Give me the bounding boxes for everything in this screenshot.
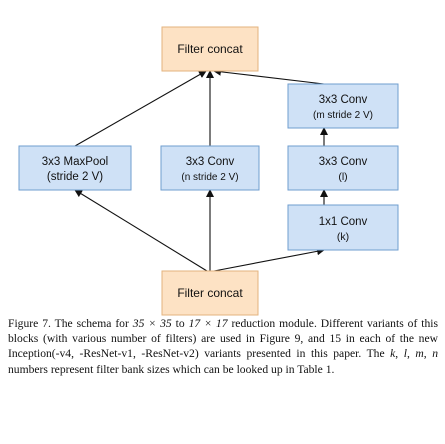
conv-m-box [287,83,399,129]
node-conv-k: 1x1 Conv (k) [287,204,399,251]
caption-var-k: k [390,347,396,361]
edge-conv-m-to-top [213,67,325,85]
conv-l-line2: (l) [338,171,347,183]
conv-k-line2: (k) [337,231,349,243]
caption-prefix: Figure 7. The schema for [8,317,133,330]
conv-n-line1: 3x3 Conv [186,156,235,168]
caption-text1: reduction module. Different variants of … [8,317,438,361]
top-concat-label: Filter concat [177,42,243,56]
edge-bottom-to-maxpool [74,189,208,272]
edge-bottom-to-conv-k [213,247,325,272]
figure-caption: Figure 7. The schema for 35 × 35 to 17 ×… [8,316,438,377]
maxpool-box [18,145,132,191]
caption-var-l: l [403,347,407,361]
top-concat-box [161,26,259,72]
caption-text2: numbers represent filter bank sizes whic… [8,362,335,376]
maxpool-line2: (stride 2 V) [47,171,103,183]
diagram: Filter concat 3x3 MaxPool (stride 2 V) 3… [18,26,399,316]
bottom-concat-box [161,270,259,316]
caption-var-m: m [415,347,424,361]
node-conv-m: 3x3 Conv (m stride 2 V) [287,83,399,129]
conv-l-line1: 3x3 Conv [319,156,368,168]
maxpool-line1: 3x3 MaxPool [42,156,108,168]
caption-sep2: , [406,347,416,361]
conv-k-line1: 1x1 Conv [319,216,368,228]
conv-m-line1: 3x3 Conv [319,94,368,106]
caption-sep1: , [395,347,404,361]
node-conv-n: 3x3 Conv (n stride 2 V) [160,145,260,191]
node-bottom-filter-concat: Filter concat [161,270,259,316]
caption-size-from: 35 × 35 [132,317,172,330]
caption-to-word: to [171,317,189,330]
conv-m-line2: (m stride 2 V) [313,110,373,121]
node-conv-l: 3x3 Conv (l) [287,145,399,191]
caption-sep3: , [423,347,433,361]
conv-l-box [287,145,399,191]
conv-n-box [160,145,260,191]
conv-k-box [287,204,399,251]
caption-size-to: 17 × 17 [188,317,228,330]
edges [74,67,328,272]
bottom-concat-label: Filter concat [177,286,243,300]
node-maxpool: 3x3 MaxPool (stride 2 V) [18,145,132,191]
edge-maxpool-to-top [74,70,207,147]
caption-var-n: n [432,347,439,361]
conv-n-line2: (n stride 2 V) [181,172,238,183]
node-top-filter-concat: Filter concat [161,26,259,72]
